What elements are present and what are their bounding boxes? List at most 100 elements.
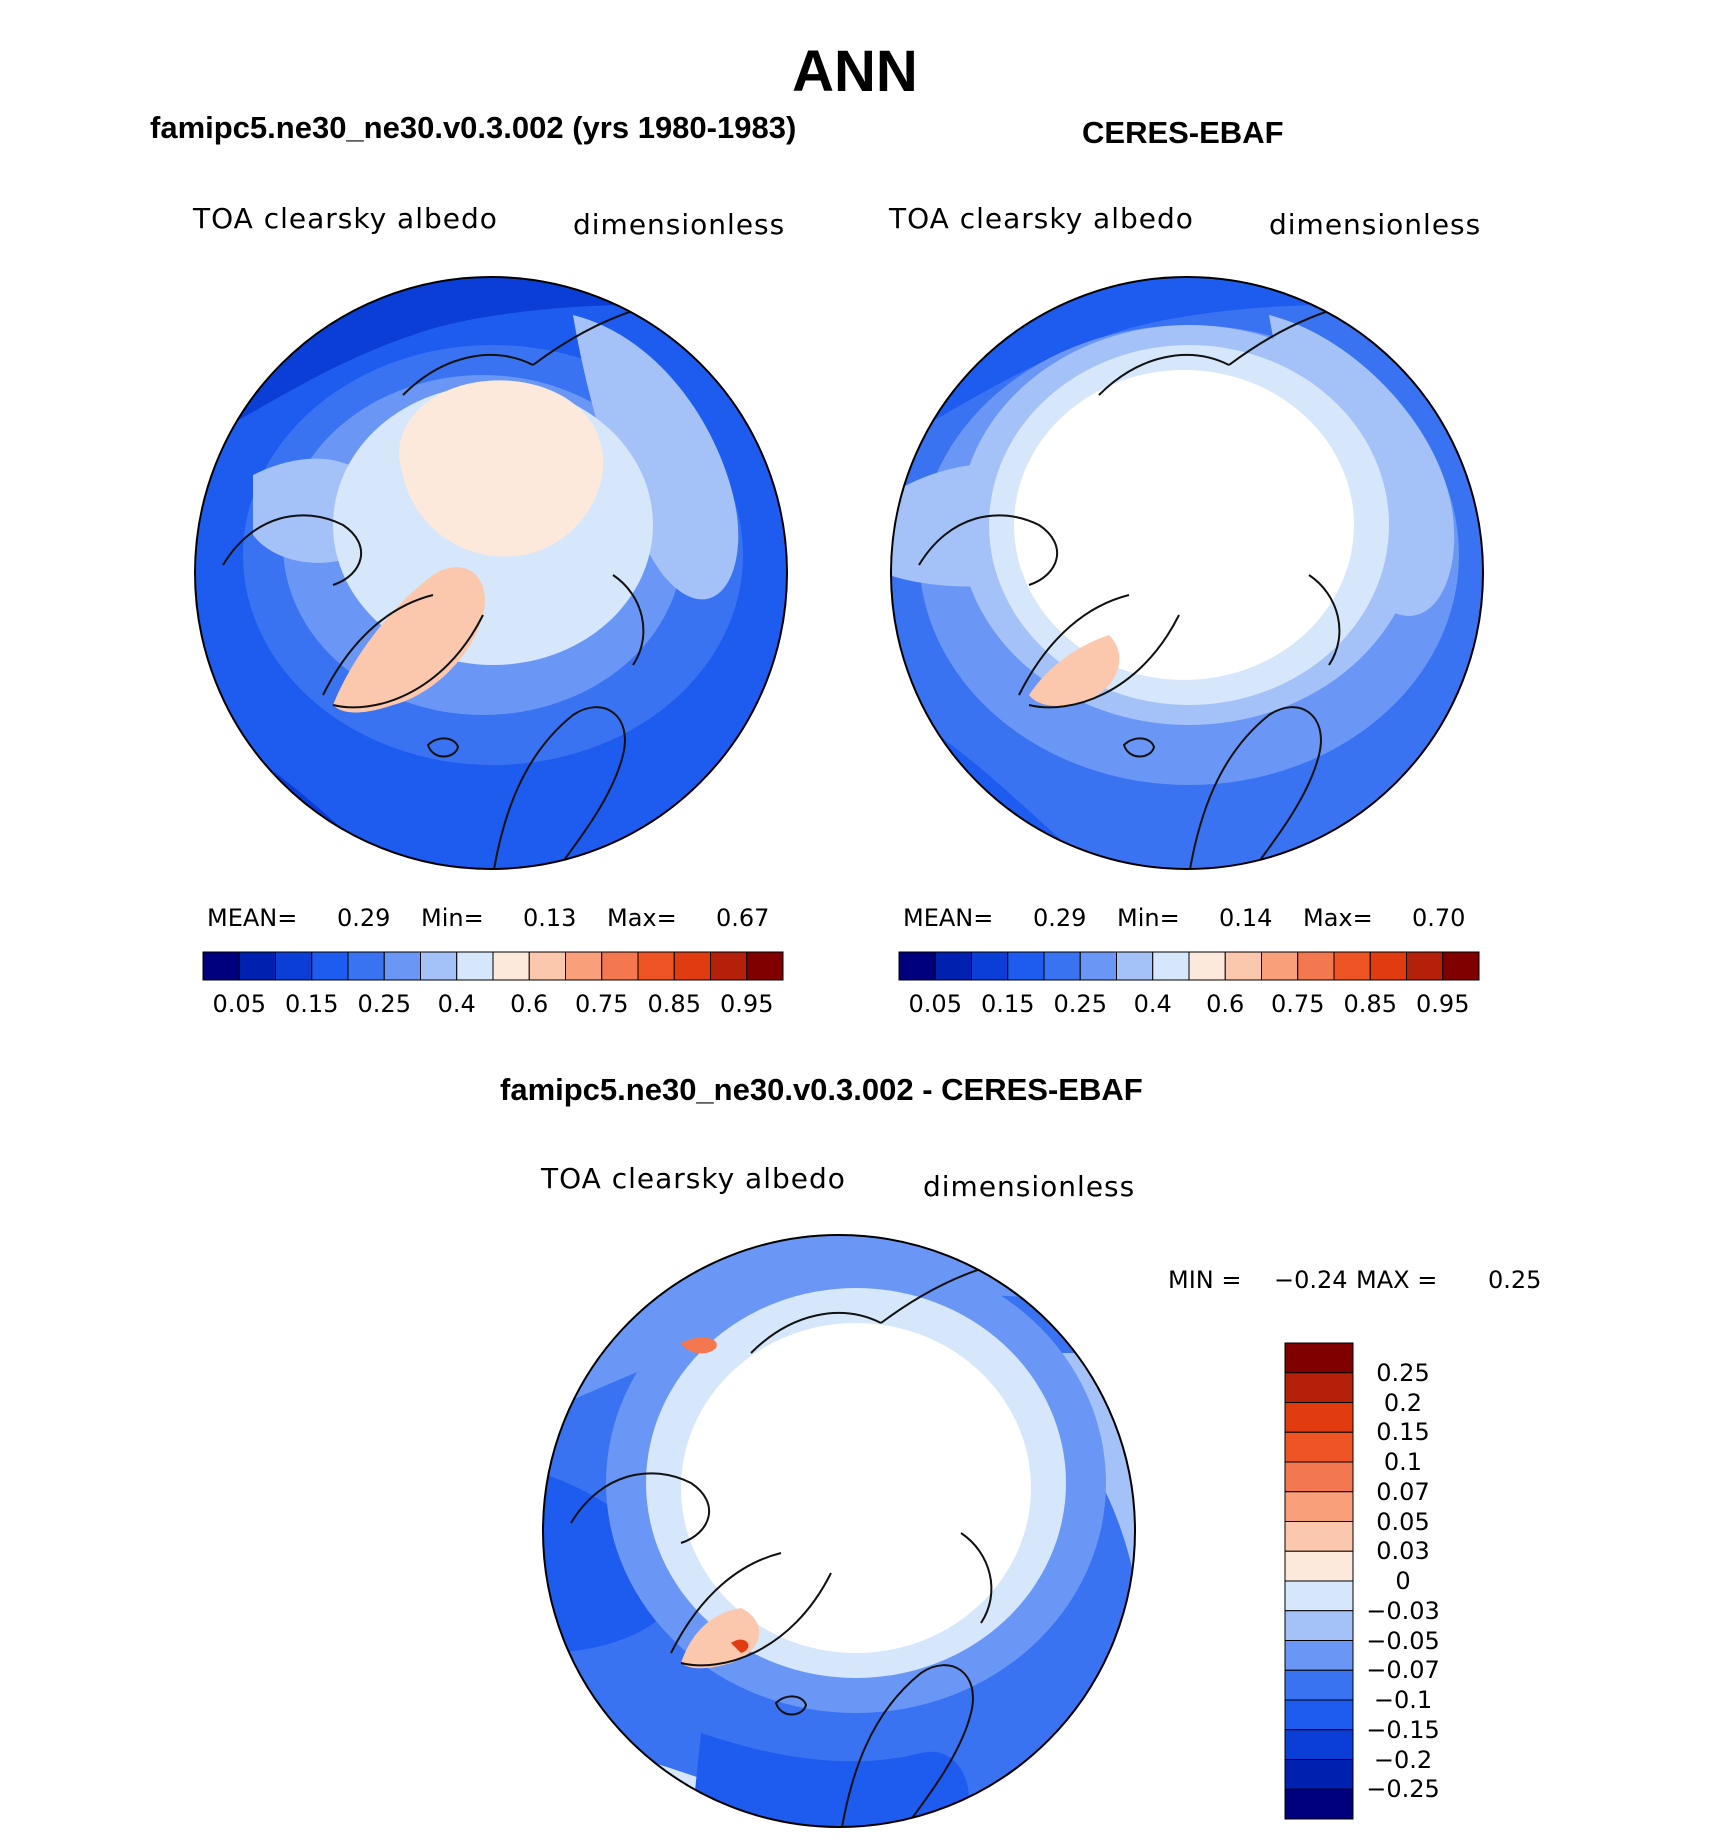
- panel-1-max-label: Max=: [607, 904, 677, 932]
- panel-2-max-label: Max=: [1303, 904, 1373, 932]
- colorbar-swatch: [673, 951, 711, 981]
- colorbar-tick-label: 0.15: [981, 990, 1035, 1018]
- panel-3-max-label: MAX =: [1356, 1266, 1438, 1294]
- colorbar-swatch: [1284, 1729, 1354, 1760]
- colorbar-swatch: [238, 951, 276, 981]
- colorbar-swatch: [1333, 951, 1371, 981]
- colorbar-tick-label: 0.15: [1376, 1418, 1430, 1447]
- colorbar-swatch: [971, 951, 1009, 981]
- colorbar-swatch: [1224, 951, 1262, 981]
- panel-2-max-value: 0.70: [1412, 904, 1466, 932]
- panel-1-polar-map: [194, 276, 788, 870]
- colorbar-tick-label: 0: [1395, 1567, 1411, 1595]
- colorbar-tick-label: 0.2: [1383, 1388, 1423, 1417]
- panel-3-min-value: −0.24: [1274, 1266, 1348, 1294]
- colorbar-swatch: [1188, 951, 1226, 981]
- colorbar-swatch: [601, 951, 639, 981]
- colorbar-swatch: [1297, 951, 1335, 981]
- colorbar-tick-label: 0.07: [1376, 1477, 1430, 1506]
- panel-1-min-value: 0.13: [523, 904, 577, 932]
- colorbar-tick-label: 0.05: [908, 990, 962, 1018]
- page-title: ANN: [792, 39, 918, 104]
- colorbar-swatch: [1369, 951, 1407, 981]
- colorbar-swatch: [528, 951, 566, 981]
- panel-2-units-label: dimensionless: [1269, 208, 1482, 241]
- panel-1-max-value: 0.67: [716, 904, 770, 932]
- panel-2-variable-label: TOA clearsky albedo: [889, 202, 1194, 235]
- colorbar-tick-label: 0.05: [1376, 1507, 1430, 1536]
- panel-3-polar-map: [542, 1234, 1136, 1828]
- panel-1-mean-value: 0.29: [337, 904, 391, 932]
- colorbar-tick-label: 0.25: [1376, 1358, 1430, 1387]
- colorbar-swatch: [1284, 1699, 1354, 1731]
- panel-3-max-value: 0.25: [1488, 1266, 1542, 1294]
- colorbar-swatch: [383, 951, 421, 981]
- panel-2-mean-label: MEAN=: [903, 904, 994, 932]
- panel-2-colorbar: [898, 951, 1480, 981]
- colorbar-tick-label: 0.85: [1343, 990, 1397, 1018]
- colorbar-swatch: [1284, 1580, 1354, 1612]
- colorbar-swatch: [420, 951, 458, 981]
- colorbar-tick-label: 0.03: [1376, 1537, 1430, 1566]
- panel-2-polar-map: [890, 276, 1484, 870]
- colorbar-tick-label: 0.1: [1383, 1448, 1423, 1476]
- colorbar-swatch: [1152, 951, 1190, 981]
- colorbar-tick-label: 0.25: [1053, 990, 1107, 1018]
- colorbar-tick-label: −0.25: [1366, 1775, 1440, 1804]
- colorbar-tick-label: 0.05: [212, 990, 266, 1018]
- panel-1-variable-label: TOA clearsky albedo: [193, 202, 498, 235]
- colorbar-swatch: [1284, 1461, 1354, 1493]
- panel-2-min-label: Min=: [1117, 904, 1180, 932]
- colorbar-tick-label: 0.6: [1206, 990, 1245, 1018]
- panel-3-colorbar: [1284, 1342, 1354, 1820]
- colorbar-swatch: [1116, 951, 1154, 981]
- colorbar-swatch: [898, 951, 936, 981]
- colorbar-swatch: [565, 951, 603, 981]
- panel-3-variable-label: TOA clearsky albedo: [541, 1162, 846, 1195]
- colorbar-swatch: [1406, 951, 1444, 981]
- colorbar-swatch: [492, 951, 530, 981]
- colorbar-swatch: [746, 951, 784, 981]
- panel-2-mean-value: 0.29: [1033, 904, 1087, 932]
- colorbar-swatch: [456, 951, 494, 981]
- colorbar-tick-label: −0.15: [1366, 1715, 1440, 1744]
- panel-1-units-label: dimensionless: [573, 208, 786, 241]
- panel-1-min-label: Min=: [421, 904, 484, 932]
- panel-1-title: famipc5.ne30_ne30.v0.3.002 (yrs 1980-198…: [150, 110, 797, 145]
- panel-3-colorbar-ticks: 0.25 0.2 0.15 0.1 0.07 0.05 0.03 0 −0.03 −0.05 −0.…: [1353, 1343, 1473, 1819]
- colorbar-tick-label: −0.03: [1366, 1596, 1440, 1625]
- colorbar-swatch: [1284, 1759, 1354, 1790]
- colorbar-tick-label: 0.15: [285, 990, 339, 1018]
- colorbar-swatch: [275, 951, 313, 981]
- colorbar-swatch: [1284, 1372, 1354, 1403]
- colorbar-tick-label: −0.1: [1373, 1686, 1433, 1714]
- colorbar-tick-label: 0.25: [357, 990, 411, 1018]
- colorbar-tick-label: 0.75: [1271, 990, 1325, 1018]
- colorbar-swatch: [1284, 1669, 1354, 1701]
- colorbar-tick-label: −0.07: [1366, 1656, 1440, 1685]
- colorbar-swatch: [1079, 951, 1117, 981]
- colorbar-swatch: [1284, 1342, 1354, 1374]
- panel-3-title: famipc5.ne30_ne30.v0.3.002 - CERES-EBAF: [500, 1072, 1143, 1107]
- panel-2-min-value: 0.14: [1219, 904, 1273, 932]
- colorbar-swatch: [637, 951, 675, 981]
- panel-1-colorbar: [202, 951, 784, 981]
- colorbar-swatch: [1284, 1431, 1354, 1463]
- colorbar-tick-label: 0.6: [510, 990, 549, 1018]
- panel-3-units-label: dimensionless: [923, 1170, 1136, 1203]
- colorbar-swatch: [1261, 951, 1299, 981]
- colorbar-tick-label: 0.85: [647, 990, 701, 1018]
- colorbar-swatch: [1284, 1550, 1354, 1582]
- colorbar-tick-label: 0.95: [720, 990, 774, 1018]
- colorbar-swatch: [1043, 951, 1081, 981]
- panel-1-mean-label: MEAN=: [207, 904, 298, 932]
- colorbar-swatch: [347, 951, 385, 981]
- colorbar-swatch: [1007, 951, 1045, 981]
- colorbar-swatch: [1284, 1402, 1354, 1433]
- colorbar-swatch: [1284, 1640, 1354, 1671]
- colorbar-swatch: [311, 951, 349, 981]
- panel-2-title: CERES-EBAF: [1082, 115, 1284, 150]
- colorbar-swatch: [202, 951, 240, 981]
- colorbar-swatch: [1284, 1521, 1354, 1552]
- colorbar-tick-label: 0.95: [1416, 990, 1470, 1018]
